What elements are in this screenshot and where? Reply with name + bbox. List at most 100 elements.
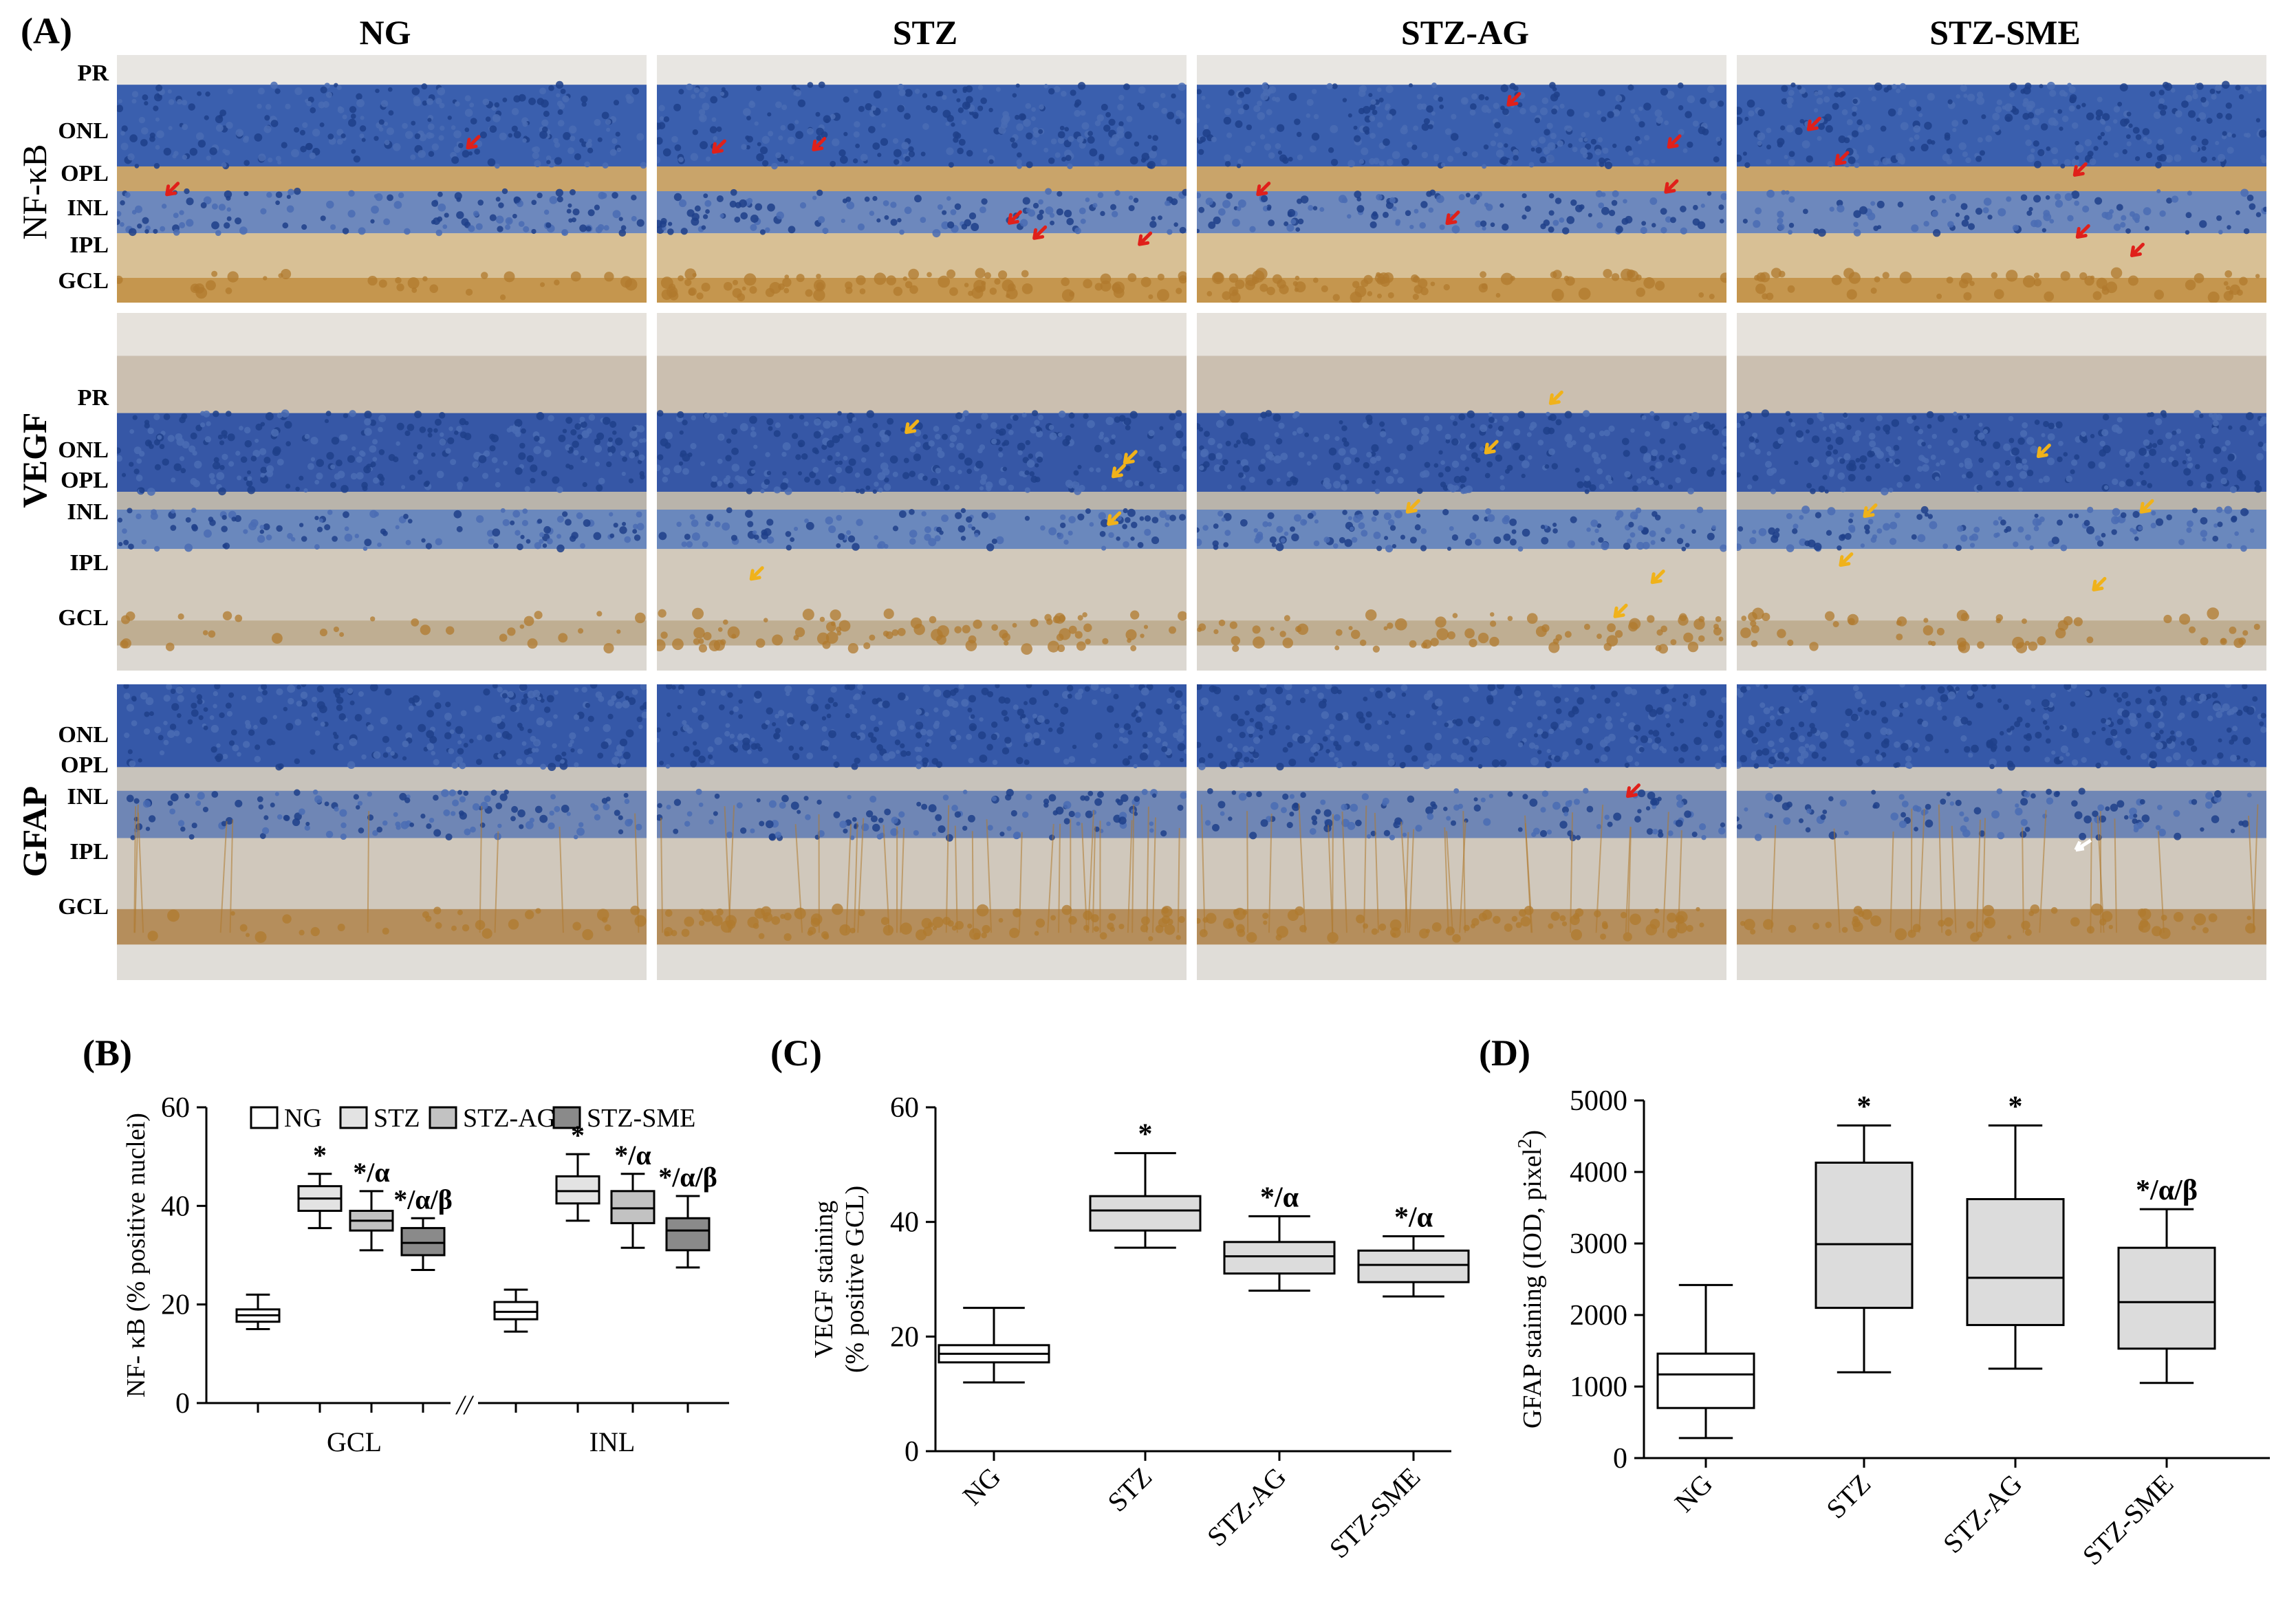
y-tick-label: 0	[175, 1388, 190, 1420]
tissue-layer	[117, 767, 647, 791]
box-ng	[1656, 1283, 1755, 1440]
significance-annotation: *	[571, 1120, 585, 1151]
arrow-icon	[1123, 450, 1138, 465]
tissue-layer	[1737, 645, 2266, 671]
tissue-layer	[117, 166, 647, 191]
stain-arrows	[165, 135, 481, 197]
x-tick-label: STZ-AG	[1937, 1468, 2028, 1559]
arrow-icon	[1405, 499, 1420, 514]
tissue-layer	[657, 356, 1187, 413]
x-group-label: GCL	[327, 1426, 382, 1457]
box-iqr	[1966, 1198, 2065, 1327]
box-iqr	[2117, 1246, 2216, 1350]
y-tick-label: 60	[890, 1092, 919, 1124]
tissue-layer	[657, 166, 1187, 191]
arrow-icon	[2074, 838, 2092, 852]
arrow-icon	[1667, 134, 1682, 149]
row-header-gfap: GFAP	[15, 785, 54, 878]
panel-label-a: (A)	[21, 10, 72, 52]
box-iqr	[1357, 1249, 1470, 1283]
column-header-stz-ag: STZ-AG	[1400, 13, 1530, 52]
box-iqr	[665, 1217, 711, 1252]
tissue-layer	[1197, 645, 1726, 671]
tissue-layer	[657, 55, 1187, 85]
tissue-layer	[1737, 233, 2266, 278]
x-tick-label: STZ	[1101, 1462, 1158, 1518]
y-tick-label: 3000	[1570, 1228, 1627, 1260]
x-group-label: INL	[589, 1426, 636, 1457]
significance-annotation: *	[313, 1140, 327, 1171]
tissue-layer	[657, 191, 1187, 234]
box-stz-ag: */α	[349, 1157, 394, 1252]
y-tick-label: 0	[1613, 1443, 1627, 1475]
tissue-layer	[117, 909, 647, 945]
significance-annotation: *	[1138, 1119, 1153, 1151]
axis-break: //	[455, 1389, 475, 1420]
tissue-layer	[1737, 838, 2266, 909]
legend-swatch	[552, 1106, 581, 1129]
tissue-layer	[657, 790, 1187, 838]
x-tick-label: STZ-AG	[1201, 1462, 1292, 1552]
tissue-layer	[657, 767, 1187, 791]
dab-stain	[1197, 609, 1724, 654]
arrow-icon	[1107, 511, 1122, 526]
arrow-icon	[812, 137, 827, 152]
arrow-icon	[1256, 182, 1271, 197]
tissue-layer	[1197, 233, 1726, 278]
significance-annotation: */α	[353, 1157, 389, 1188]
chart-nfkb: 0 20 40 60 NF- κB (% positive nuclei) // GCL IN…	[122, 1092, 729, 1457]
nuclei	[117, 80, 647, 237]
tissue-layer	[1197, 620, 1726, 646]
tissue-layer	[1737, 313, 2266, 356]
tissue-layer	[1197, 944, 1726, 980]
dab-stain	[657, 607, 1187, 655]
significance-annotation: *	[2008, 1091, 2023, 1122]
arrow-icon	[2075, 224, 2090, 239]
tissue-layer	[117, 549, 647, 621]
tissue-layer	[117, 645, 647, 671]
micrograph-vegf-stz-sme	[1737, 313, 2266, 671]
x-tick-label: NG	[957, 1462, 1007, 1512]
nuclei	[1197, 684, 1726, 842]
layer-label-opl: OPL	[61, 468, 109, 493]
x-tick-label: STZ-SME	[1323, 1462, 1427, 1565]
nuclei	[117, 409, 647, 553]
legend-label: STZ-SME	[587, 1104, 695, 1133]
layer-label-gcl: GCL	[58, 605, 109, 631]
micrograph-gfap-ng	[117, 684, 647, 980]
tissue-layer	[657, 313, 1187, 356]
box-stz-ag: */α	[610, 1140, 656, 1249]
layer-label-gcl: GCL	[58, 268, 109, 294]
layer-label-opl: OPL	[61, 752, 109, 778]
y-tick-label: 4000	[1570, 1157, 1627, 1188]
tissue-layer	[1197, 356, 1726, 413]
arrow-icon	[1650, 569, 1665, 585]
significance-annotation: */α/β	[2136, 1175, 2198, 1206]
nuclei	[1737, 80, 2266, 237]
box-iqr	[1656, 1352, 1755, 1409]
tissue-layer	[1197, 492, 1726, 510]
x-tick-label: STZ-SME	[2077, 1468, 2180, 1572]
layer-label-pr: PR	[77, 385, 109, 411]
y-tick-label: 1000	[1570, 1371, 1627, 1403]
stain-arrows	[2074, 838, 2092, 852]
arrow-icon	[2130, 242, 2145, 257]
y-tick-label: 20	[161, 1290, 190, 1321]
tissue-layer	[1737, 944, 2266, 980]
box-stz: *	[555, 1120, 600, 1222]
box-stz-sme: */α/β	[2117, 1175, 2216, 1384]
y-tick-label: 40	[161, 1191, 190, 1222]
dab-stain	[1740, 607, 2260, 653]
dab-stain	[1197, 803, 1704, 944]
legend-swatch	[339, 1106, 368, 1129]
box-iqr	[1089, 1195, 1202, 1232]
arrow-icon	[749, 566, 764, 581]
tissue-layer	[1737, 620, 2266, 646]
significance-annotation: */α/β	[658, 1162, 717, 1193]
arrow-icon	[2072, 162, 2088, 177]
arrow-icon	[1834, 151, 1850, 166]
chart-vegf: 0 20 40 60 VEGF staining (% positive GCL) NG ST…	[810, 1092, 1470, 1565]
tissue-layer	[657, 233, 1187, 278]
arrow-icon	[165, 182, 180, 197]
tissue-layer	[657, 838, 1187, 909]
